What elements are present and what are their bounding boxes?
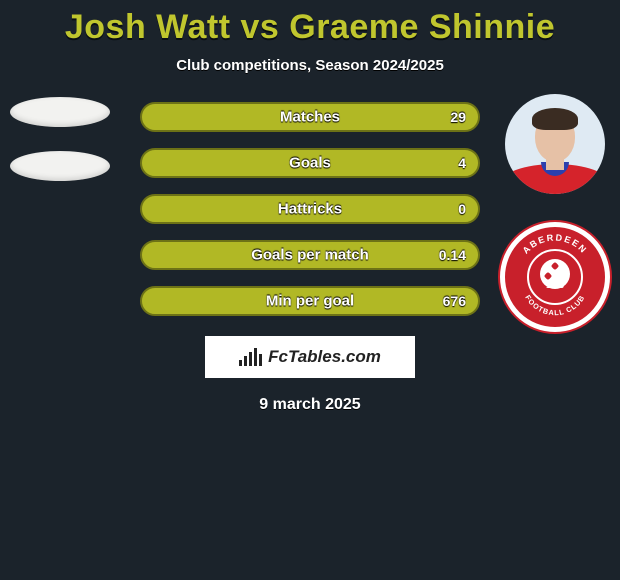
stat-row: Hattricks 0 — [140, 194, 480, 224]
stat-row: Goals 4 — [140, 148, 480, 178]
badge-year: 1903 — [546, 281, 564, 290]
player2-club-badge: ABERDEEN FOOTBALL CLUB 1903 — [500, 222, 610, 332]
player2-photo — [505, 94, 605, 194]
stat-label: Matches — [280, 109, 340, 126]
subtitle: Club competitions, Season 2024/2025 — [0, 57, 620, 74]
stat-label: Min per goal — [266, 293, 354, 310]
player1-club-placeholder — [10, 151, 110, 181]
stat-row: Min per goal 676 — [140, 286, 480, 316]
stat-row: Goals per match 0.14 — [140, 240, 480, 270]
stat-label: Goals — [289, 155, 331, 172]
stat-value-right: 4 — [458, 155, 466, 171]
stat-row: Matches 29 — [140, 102, 480, 132]
stat-value-right: 0 — [458, 201, 466, 217]
brand-text: FcTables.com — [268, 347, 381, 367]
stat-label: Hattricks — [278, 201, 342, 218]
player1-photo-placeholder — [10, 97, 110, 127]
stat-bars: Matches 29 Goals 4 Hattricks 0 Goals per… — [140, 102, 480, 316]
right-player-column: ABERDEEN FOOTBALL CLUB 1903 — [500, 94, 610, 332]
stat-value-right: 0.14 — [439, 247, 466, 263]
date-label: 9 march 2025 — [0, 396, 620, 414]
brand-box: FcTables.com — [205, 336, 415, 378]
brand-icon — [239, 348, 262, 366]
stat-value-right: 676 — [443, 293, 466, 309]
left-player-column — [10, 97, 110, 205]
comparison-content: ABERDEEN FOOTBALL CLUB 1903 Matches 29 G… — [0, 102, 620, 414]
stat-label: Goals per match — [251, 247, 369, 264]
page-title: Josh Watt vs Graeme Shinnie — [0, 0, 620, 47]
stat-value-right: 29 — [450, 109, 466, 125]
